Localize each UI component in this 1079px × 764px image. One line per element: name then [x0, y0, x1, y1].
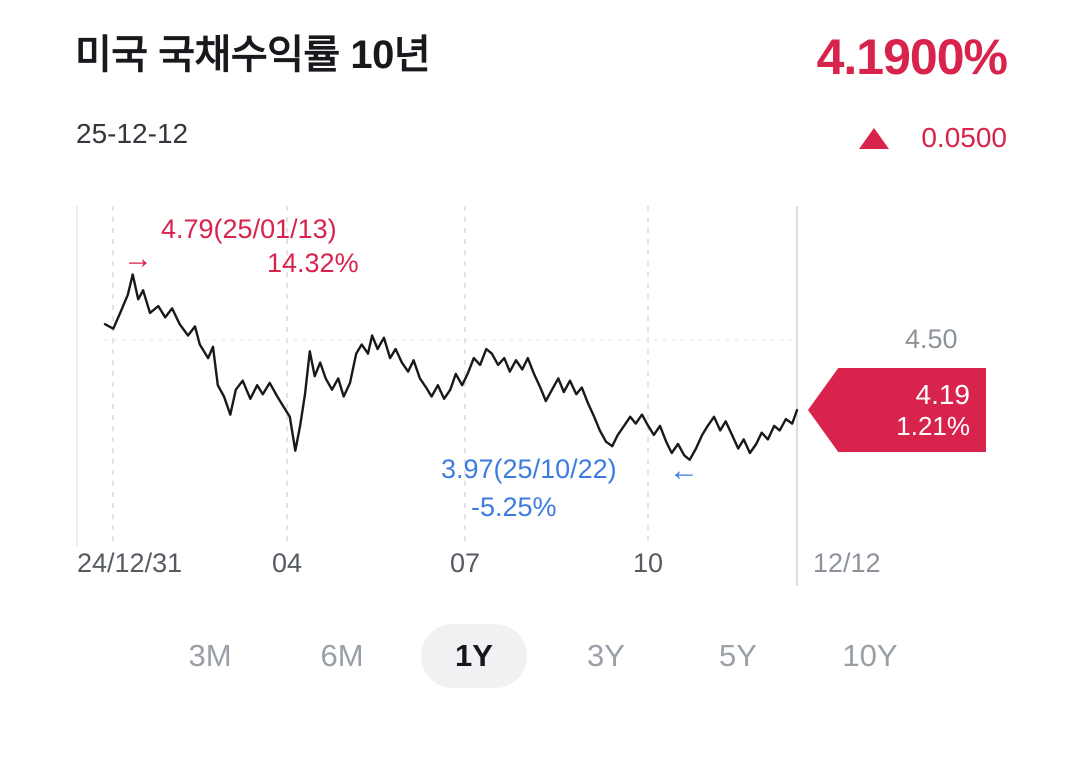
date-label: 25-12-12: [76, 118, 189, 149]
high-annotation-percent: 14.32%: [267, 248, 359, 278]
last-price-tag: 4.19 1.21%: [808, 368, 986, 452]
period-selector: 3M 6M 1Y 3Y 5Y 10Y: [75, 624, 1005, 688]
x-axis-label-start: 24/12/31: [77, 548, 183, 578]
high-arrow-icon: →: [123, 242, 153, 275]
period-button-5y[interactable]: 5Y: [685, 624, 791, 688]
period-button-3y[interactable]: 3Y: [553, 624, 659, 688]
last-price-value: 4.19: [915, 379, 971, 411]
current-yield-value: 4.1900%: [816, 29, 1008, 85]
x-axis-label-apr: 04: [271, 548, 303, 578]
period-button-1y[interactable]: 1Y: [421, 624, 527, 688]
y-axis-label-450: 4.50: [905, 324, 958, 354]
chart-area[interactable]: → 4.79(25/01/13) 14.32% 3.97(25/10/22) ←…: [75, 200, 1005, 592]
up-triangle-icon: [859, 127, 890, 149]
page-title: 미국 국채수익률 10년: [75, 33, 431, 77]
x-axis-label-jul: 07: [449, 548, 481, 578]
x-axis-label-end: 12/12: [813, 548, 881, 578]
x-axis-label-oct: 10: [632, 548, 664, 578]
price-chart-svg: [76, 206, 799, 586]
period-button-6m[interactable]: 6M: [289, 624, 395, 688]
period-button-10y[interactable]: 10Y: [817, 624, 923, 688]
price-line: [103, 273, 799, 461]
last-price-percent: 1.21%: [896, 411, 970, 442]
low-annotation-percent: -5.25%: [471, 492, 557, 522]
change-value: 0.0500: [921, 122, 1007, 153]
change-row: 0.0500: [859, 122, 1007, 154]
low-arrow-icon: ←: [669, 454, 699, 487]
low-annotation-label: 3.97(25/10/22): [441, 454, 617, 484]
high-annotation-label: 4.79(25/01/13): [161, 214, 337, 244]
period-button-3m[interactable]: 3M: [157, 624, 263, 688]
